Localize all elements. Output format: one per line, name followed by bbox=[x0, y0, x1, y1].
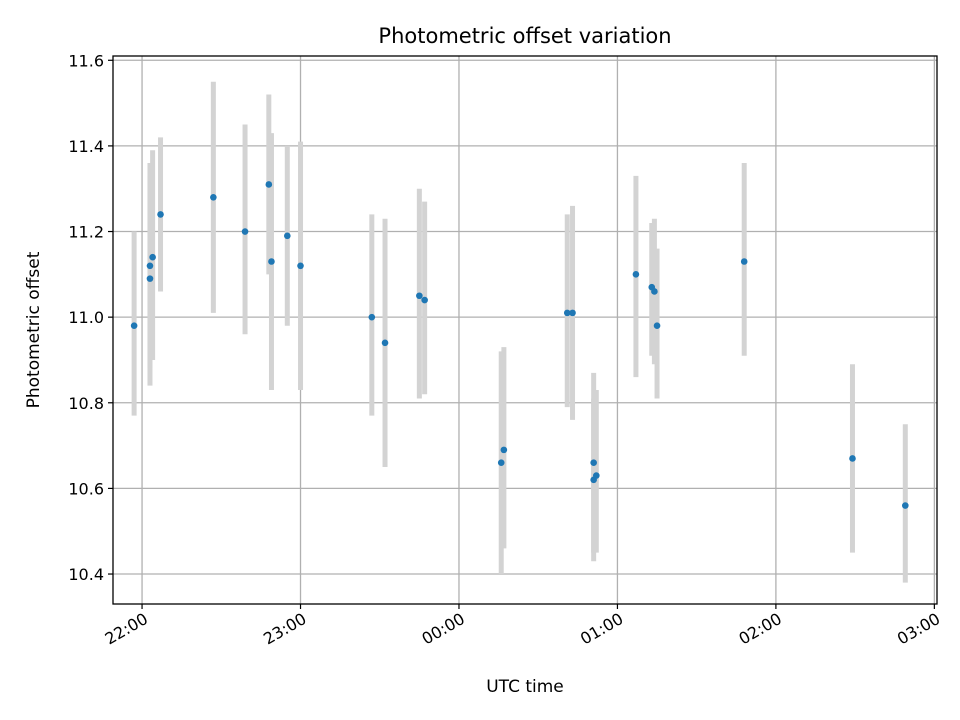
y-axis-label: Photometric offset bbox=[24, 251, 44, 408]
data-point bbox=[210, 193, 217, 201]
data-point bbox=[651, 288, 658, 295]
data-point bbox=[157, 211, 164, 218]
chart-title: Photometric offset variation bbox=[378, 24, 671, 48]
y-tick-label: 10.6 bbox=[68, 479, 104, 498]
y-axis-ticks: 10.4 10.6 10.8 11.0 11.2 11.4 11.6 bbox=[68, 51, 113, 584]
data-point bbox=[849, 455, 856, 462]
y-tick-label: 10.8 bbox=[68, 394, 104, 413]
x-axis-label: UTC time bbox=[486, 677, 564, 697]
data-points bbox=[130, 181, 909, 509]
data-point bbox=[569, 309, 576, 317]
data-point bbox=[130, 322, 138, 330]
data-point bbox=[284, 232, 291, 240]
data-point bbox=[268, 258, 275, 265]
plot-frame bbox=[112, 55, 938, 605]
y-tick-label: 11.2 bbox=[68, 223, 104, 242]
data-point bbox=[632, 271, 640, 278]
data-point bbox=[563, 309, 571, 317]
data-point bbox=[368, 313, 376, 321]
data-point bbox=[740, 258, 748, 265]
data-point bbox=[416, 292, 423, 300]
data-point bbox=[421, 296, 428, 304]
data-point bbox=[590, 459, 597, 467]
data-point bbox=[902, 502, 909, 509]
data-point bbox=[265, 181, 273, 188]
data-point bbox=[149, 253, 156, 261]
grid-lines bbox=[113, 56, 937, 604]
data-point bbox=[381, 339, 389, 347]
y-tick-label: 11.6 bbox=[68, 51, 104, 70]
data-point bbox=[241, 228, 249, 235]
data-point bbox=[146, 275, 154, 282]
data-point bbox=[500, 446, 508, 454]
data-point bbox=[497, 459, 505, 467]
data-point bbox=[593, 472, 600, 479]
y-tick-label: 10.4 bbox=[68, 565, 104, 584]
data-point bbox=[653, 322, 661, 330]
y-tick-label: 11.4 bbox=[68, 137, 104, 156]
data-point bbox=[146, 262, 154, 270]
data-point bbox=[297, 262, 304, 270]
y-tick-label: 11.0 bbox=[68, 308, 104, 327]
